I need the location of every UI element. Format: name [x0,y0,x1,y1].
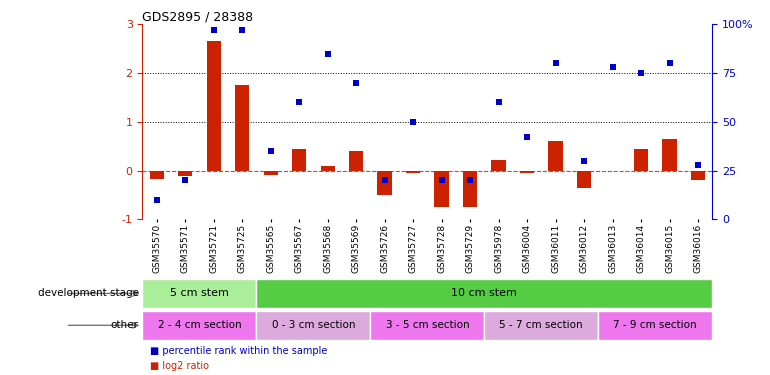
Bar [434,171,449,207]
Bar [349,151,363,171]
Bar [406,171,420,173]
Text: 10 cm stem: 10 cm stem [451,288,517,298]
Text: ■ log2 ratio: ■ log2 ratio [150,361,209,371]
Bar [320,166,335,171]
Bar [634,149,648,171]
Text: 2 - 4 cm section: 2 - 4 cm section [158,320,241,330]
Bar [548,141,563,171]
Bar [149,171,164,179]
Bar [178,171,192,177]
Bar [520,171,534,173]
Bar [662,139,677,171]
Bar [142,279,256,308]
Bar [691,171,705,180]
Bar [263,171,278,174]
Bar [598,311,712,340]
Bar [463,171,477,207]
Bar [377,171,392,195]
Text: GDS2895 / 28388: GDS2895 / 28388 [142,10,253,23]
Bar [577,171,591,188]
Bar [235,86,249,171]
Bar [491,160,506,171]
Bar [206,42,221,171]
Bar [256,311,370,340]
Text: 5 - 7 cm section: 5 - 7 cm section [500,320,583,330]
Text: 0 - 3 cm section: 0 - 3 cm section [272,320,355,330]
Bar [142,311,256,340]
Text: 3 - 5 cm section: 3 - 5 cm section [386,320,469,330]
Text: development stage: development stage [38,288,139,298]
Text: 5 cm stem: 5 cm stem [170,288,229,298]
Bar [292,149,306,171]
Bar [484,311,598,340]
Text: ■ percentile rank within the sample: ■ percentile rank within the sample [150,345,327,355]
Text: other: other [111,320,139,330]
Text: 7 - 9 cm section: 7 - 9 cm section [614,320,697,330]
Bar [256,279,712,308]
Bar [370,311,484,340]
